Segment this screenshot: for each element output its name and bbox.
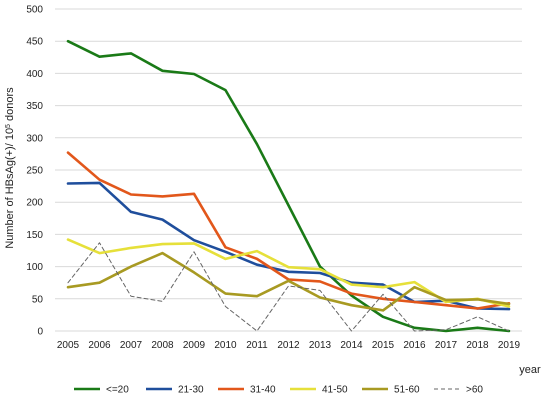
x-tick-label: 2017 (435, 340, 458, 351)
x-tick-label: 2019 (498, 340, 521, 351)
series-line-5 (67, 242, 510, 332)
series-line-1 (66, 181, 511, 311)
y-tick-labels: 0 50 100 150 200 250 300 350 400 450 500 (26, 5, 43, 338)
series-line-0 (66, 39, 511, 333)
x-tick-label: 2009 (183, 340, 206, 351)
y-tick-label: 300 (26, 133, 43, 144)
y-tick-label: 250 (26, 166, 43, 177)
legend-label-5: >60 (466, 385, 483, 396)
x-tick-label: 2008 (151, 340, 174, 351)
y-tick-label: 400 (26, 69, 43, 80)
legend-label-3: 41-50 (322, 385, 348, 396)
y-tick-label: 100 (26, 262, 43, 273)
x-tick-label: 2005 (57, 340, 80, 351)
series-line-2 (66, 151, 511, 310)
x-tick-label: 2014 (340, 340, 363, 351)
y-axis-label-tail: donors (4, 87, 16, 124)
x-tick-label: 2015 (372, 340, 395, 351)
x-tick-label: 2016 (403, 340, 426, 351)
legend-label-0: <=20 (106, 385, 129, 396)
legend-label-4: 51-60 (394, 385, 420, 396)
y-tick-label: 0 (37, 327, 43, 338)
y-axis-label-sup: 5 (5, 124, 12, 128)
legend: <=20 21-30 31-40 41-50 51-60 >60 (74, 385, 483, 396)
x-tick-label: 2006 (88, 340, 111, 351)
x-axis-label: year (519, 364, 541, 376)
x-tick-label: 2007 (120, 340, 143, 351)
y-tick-label: 500 (26, 5, 43, 16)
gridlines (55, 8, 522, 332)
y-axis-label-main: Number of HBsAg(+)/ 10 (4, 128, 16, 249)
y-tick-label: 200 (26, 198, 43, 209)
x-tick-label: 2018 (466, 340, 489, 351)
legend-label-2: 31-40 (250, 385, 276, 396)
series-line-4 (66, 251, 511, 312)
y-axis-label: Number of HBsAg(+)/ 105 donors (4, 87, 16, 249)
x-tick-labels: 2005 2006 2007 2008 2009 2010 2011 2012 2013 2014… (57, 340, 521, 351)
x-tick-label: 2010 (214, 340, 237, 351)
x-tick-label: 2013 (309, 340, 332, 351)
series-lines (66, 39, 511, 333)
y-tick-label: 450 (26, 37, 43, 48)
x-tick-label: 2011 (246, 340, 268, 351)
y-tick-label: 50 (32, 294, 44, 305)
y-tick-label: 350 (26, 101, 43, 112)
y-tick-label: 150 (26, 230, 43, 241)
x-tick-label: 2012 (277, 340, 300, 351)
legend-label-1: 21-30 (178, 385, 204, 396)
